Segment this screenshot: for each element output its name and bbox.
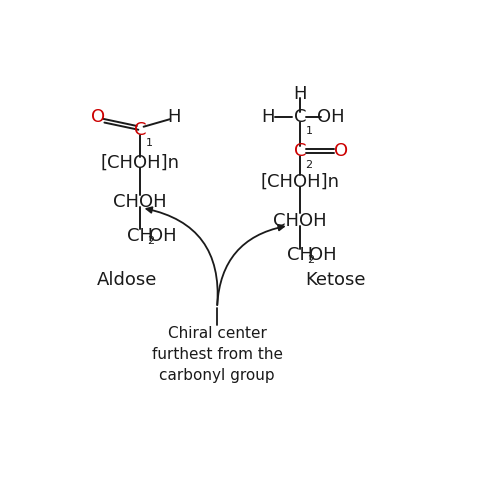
- Text: O: O: [334, 142, 348, 160]
- Text: C: C: [294, 142, 306, 160]
- Text: CHOH: CHOH: [113, 193, 167, 211]
- Text: C: C: [134, 122, 146, 140]
- Text: OH: OH: [317, 108, 345, 126]
- Text: [CHOH]n: [CHOH]n: [100, 153, 179, 172]
- Text: CH: CH: [127, 227, 153, 245]
- Text: H: H: [167, 108, 180, 126]
- Text: OH: OH: [310, 246, 337, 264]
- Text: OH: OH: [149, 227, 177, 245]
- Text: 2: 2: [147, 236, 154, 245]
- Text: 2: 2: [307, 254, 314, 265]
- Text: Aldose: Aldose: [97, 270, 157, 289]
- Text: CHOH: CHOH: [273, 212, 327, 230]
- Text: O: O: [91, 108, 105, 126]
- Text: H: H: [261, 108, 275, 126]
- Text: Chiral center
furthest from the
carbonyl group: Chiral center furthest from the carbonyl…: [152, 326, 282, 384]
- Text: 1: 1: [306, 126, 312, 136]
- Text: C: C: [294, 108, 306, 126]
- Text: 1: 1: [145, 138, 153, 148]
- Text: H: H: [293, 85, 307, 103]
- Text: 2: 2: [306, 160, 312, 170]
- Text: [CHOH]n: [CHOH]n: [260, 172, 339, 191]
- Text: Ketose: Ketose: [306, 270, 366, 289]
- Text: CH: CH: [287, 246, 313, 264]
